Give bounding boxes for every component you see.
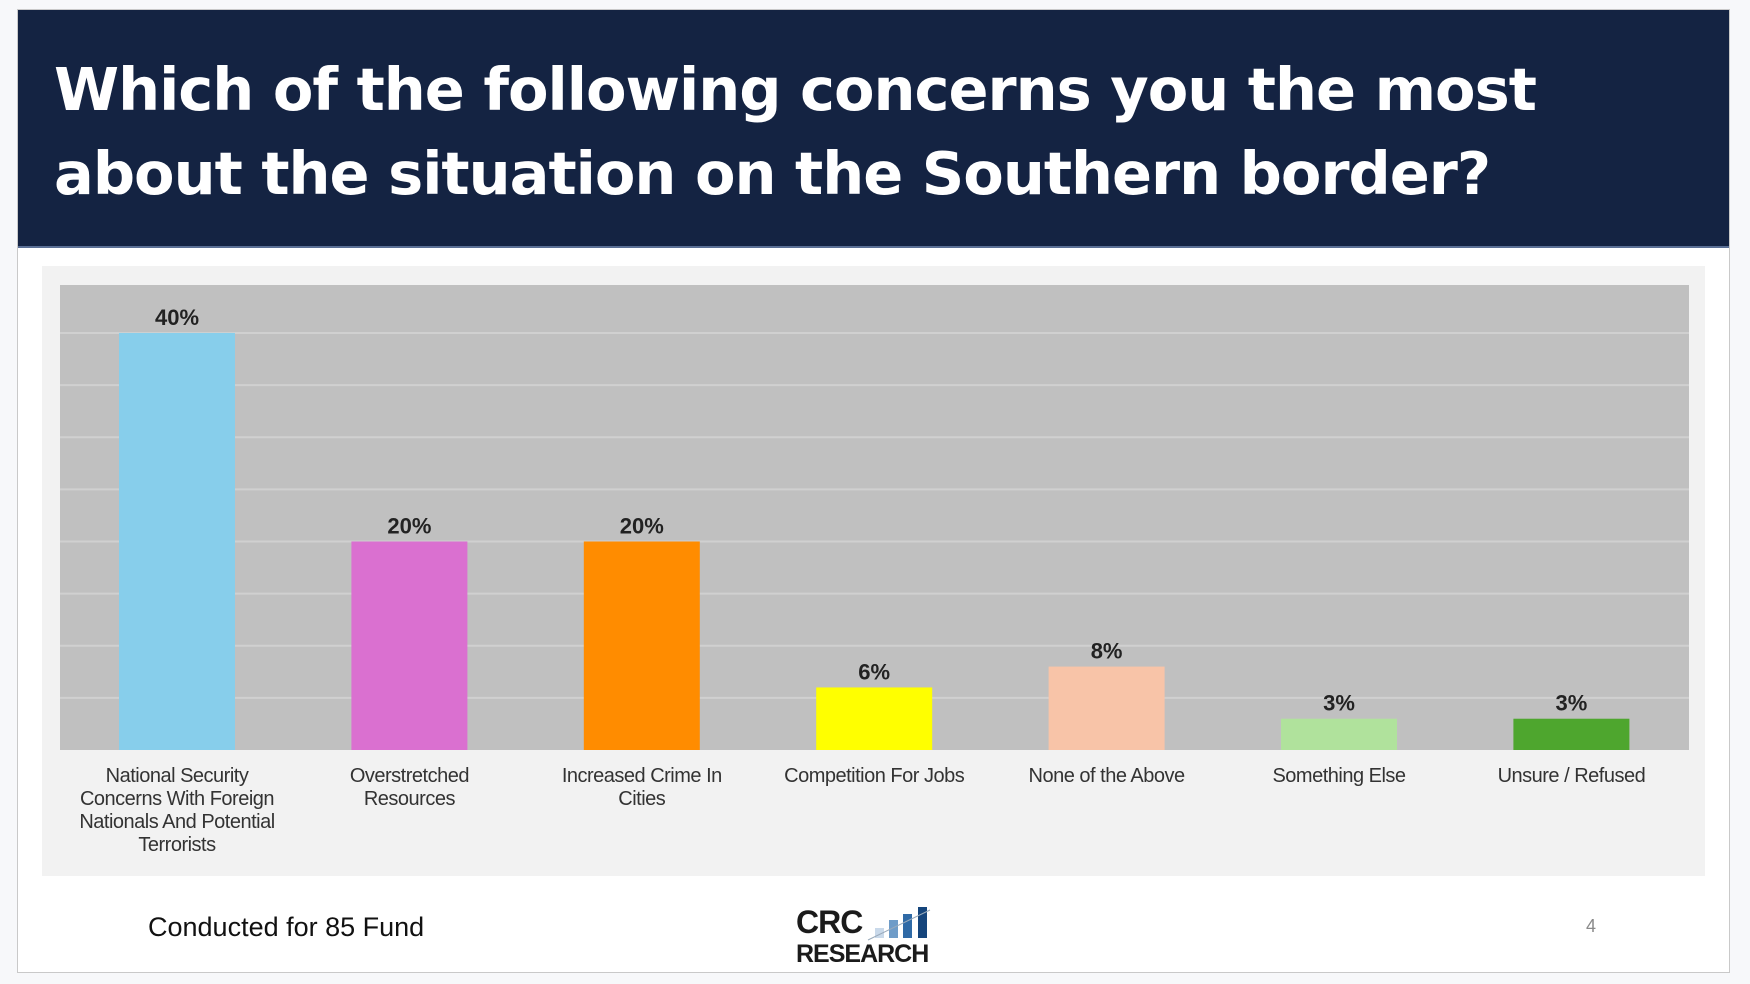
category-label: Competition For Jobs bbox=[784, 765, 965, 787]
bar bbox=[583, 541, 700, 750]
category-label: Resources bbox=[364, 788, 456, 810]
slide-header: Which of the following concerns you the … bbox=[18, 10, 1729, 248]
logo-subtext: RESEARCH bbox=[796, 940, 929, 968]
data-label: 3% bbox=[1323, 691, 1355, 716]
data-label: 20% bbox=[387, 513, 431, 538]
category-label: National Security bbox=[106, 765, 249, 787]
crc-research-logo: CRC RESEARCH bbox=[796, 904, 956, 968]
page-number: 4 bbox=[1586, 916, 1597, 936]
bar bbox=[1048, 666, 1165, 750]
footer-note: Conducted for 85 Fund bbox=[148, 912, 425, 942]
category-label: Nationals And Potential bbox=[79, 811, 274, 833]
bar bbox=[816, 687, 933, 750]
bar bbox=[1281, 718, 1397, 750]
data-label: 40% bbox=[155, 305, 199, 330]
logo-text: CRC bbox=[796, 904, 863, 940]
bar bbox=[1513, 718, 1630, 750]
data-label: 20% bbox=[620, 513, 664, 538]
bar bbox=[119, 332, 235, 750]
title-line-1: Which of the following concerns you the … bbox=[54, 55, 1537, 124]
bar bbox=[351, 541, 468, 750]
category-label: Unsure / Refused bbox=[1498, 765, 1646, 787]
plot-area bbox=[60, 285, 1689, 750]
category-label: Terrorists bbox=[138, 834, 216, 856]
logo-bars-icon bbox=[867, 907, 931, 941]
category-label: Cities bbox=[618, 788, 666, 810]
slide-title: Which of the following concerns you the … bbox=[54, 48, 1537, 216]
data-label: 6% bbox=[858, 659, 890, 684]
title-line-2: about the situation on the Southern bord… bbox=[54, 139, 1491, 208]
chart-panel: 40% National Security Concerns With Foreig… bbox=[42, 266, 1705, 876]
category-label: Something Else bbox=[1272, 765, 1405, 787]
data-label: 3% bbox=[1556, 691, 1588, 716]
data-label: 8% bbox=[1091, 639, 1123, 664]
category-label: Overstretched bbox=[350, 765, 469, 787]
category-label: Concerns With Foreign bbox=[80, 788, 274, 810]
category-label: Increased Crime In bbox=[562, 765, 722, 787]
category-label: None of the Above bbox=[1029, 765, 1185, 787]
